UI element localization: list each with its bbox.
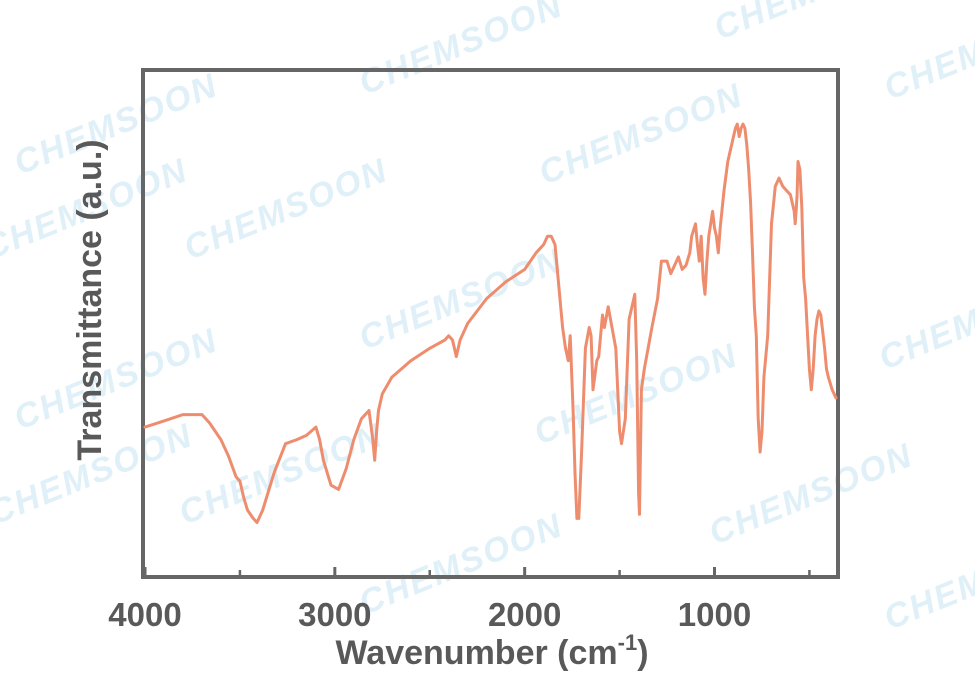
watermark-text: CHEMSOON [9,66,224,182]
watermark-text: CHEMSOON [704,436,919,552]
watermark-text: CHEMSOON [354,0,569,102]
y-axis-label: Transmittance (a.u.) [71,139,109,460]
x-axis-label: Wavenumber (cm-1) [335,630,648,672]
watermark-layer: CHEMSOONCHEMSOONCHEMSOONCHEMSOONCHEMSOON… [0,0,975,637]
watermark-text: CHEMSOON [534,76,749,192]
watermark-text: CHEMSOON [709,0,924,47]
x-tick-label: 4000 [108,596,181,633]
watermark-text: CHEMSOON [879,0,975,107]
x-tick-label: 1000 [678,596,751,633]
plot-frame [141,68,840,579]
x-tick-label: 2000 [488,596,561,633]
x-axis-ticks [143,567,811,577]
watermark-text: CHEMSOON [874,261,975,377]
watermark-text: CHEMSOON [879,521,975,637]
watermark-text: CHEMSOON [179,151,394,267]
x-tick-label: 3000 [298,596,371,633]
watermark-text: CHEMSOON [9,321,224,437]
x-axis-label-superscript: -1 [618,630,638,655]
x-axis-tick-labels: 4000 3000 2000 1000 [108,596,751,633]
spectrum-line [143,122,838,524]
x-axis-label-end: ) [637,634,648,672]
x-axis-label-main: Wavenumber (cm [335,634,617,672]
